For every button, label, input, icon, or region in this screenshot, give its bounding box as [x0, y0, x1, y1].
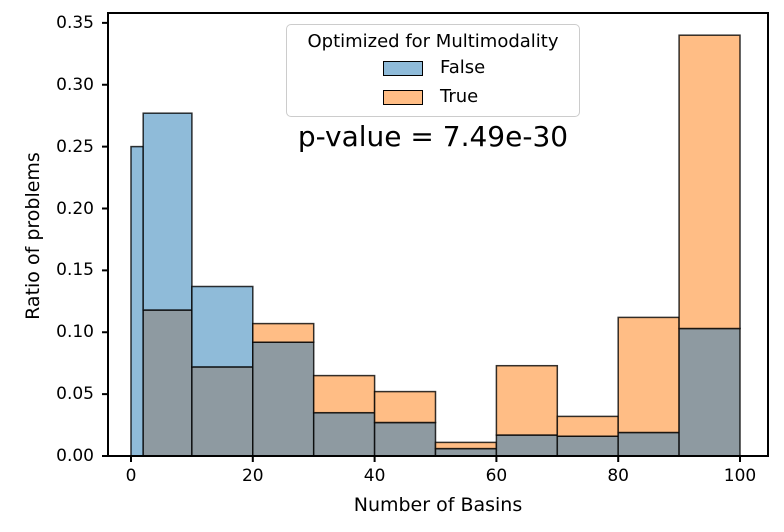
- bar-overlap-6: [495, 434, 559, 457]
- bar-true-6: [495, 364, 559, 436]
- axes-spines: [107, 12, 769, 457]
- bar-true-9: [678, 34, 741, 330]
- bar-overlap-8: [617, 431, 680, 457]
- bar-true-2: [252, 322, 315, 343]
- bar-overlap-0: [142, 309, 193, 457]
- bar-overlap-7: [556, 435, 619, 457]
- p-value-annotation: p-value = 7.49e-30: [297, 120, 569, 153]
- bar-overlap-9: [678, 327, 741, 457]
- bar-overlap-4: [373, 421, 437, 457]
- y-tick-label: 0.10: [56, 322, 94, 343]
- y-axis-label: Ratio of problems: [22, 152, 44, 320]
- legend-label-true: True: [440, 86, 479, 107]
- legend-swatch-true-icon: [383, 89, 423, 105]
- bar-true-7: [556, 415, 619, 437]
- legend-entry-true: True: [383, 87, 478, 107]
- bar-true-4: [373, 390, 437, 424]
- bar-false-1: [142, 112, 193, 311]
- legend-box: Optimized for Multimodality False True: [286, 24, 580, 117]
- bar-overlap-5: [434, 447, 498, 457]
- y-tick-label: 0.15: [56, 260, 94, 281]
- bar-true-8: [617, 316, 680, 434]
- y-tick-label: 0.35: [56, 12, 94, 33]
- legend-entry-false: False: [383, 58, 485, 78]
- y-tick-label: 0.25: [56, 136, 94, 157]
- y-tick-label: 0.30: [56, 74, 94, 95]
- x-axis-label: Number of Basins: [353, 494, 523, 516]
- x-tick-label: 60: [485, 466, 508, 486]
- bar-true-5: [434, 441, 498, 450]
- y-tick-label: 0.00: [56, 446, 94, 466]
- bar-false-0: [130, 145, 144, 457]
- bar-overlap-3: [312, 411, 376, 457]
- x-tick-label: 100: [723, 466, 757, 486]
- legend-label-false: False: [440, 57, 486, 78]
- y-tick-label: 0.05: [56, 384, 94, 405]
- bar-overlap-1: [191, 366, 254, 457]
- x-tick-label: 20: [241, 466, 264, 486]
- bar-overlap-2: [252, 341, 315, 457]
- x-tick-label: 80: [607, 466, 629, 486]
- bar-false-2: [191, 285, 254, 368]
- legend-swatch-false-icon: [383, 60, 423, 76]
- x-tick-label: 0: [125, 466, 137, 486]
- legend-title: Optimized for Multimodality: [307, 31, 559, 52]
- x-tick-label: 40: [363, 466, 386, 486]
- bar-true-3: [312, 374, 376, 414]
- y-tick-label: 0.20: [56, 198, 94, 219]
